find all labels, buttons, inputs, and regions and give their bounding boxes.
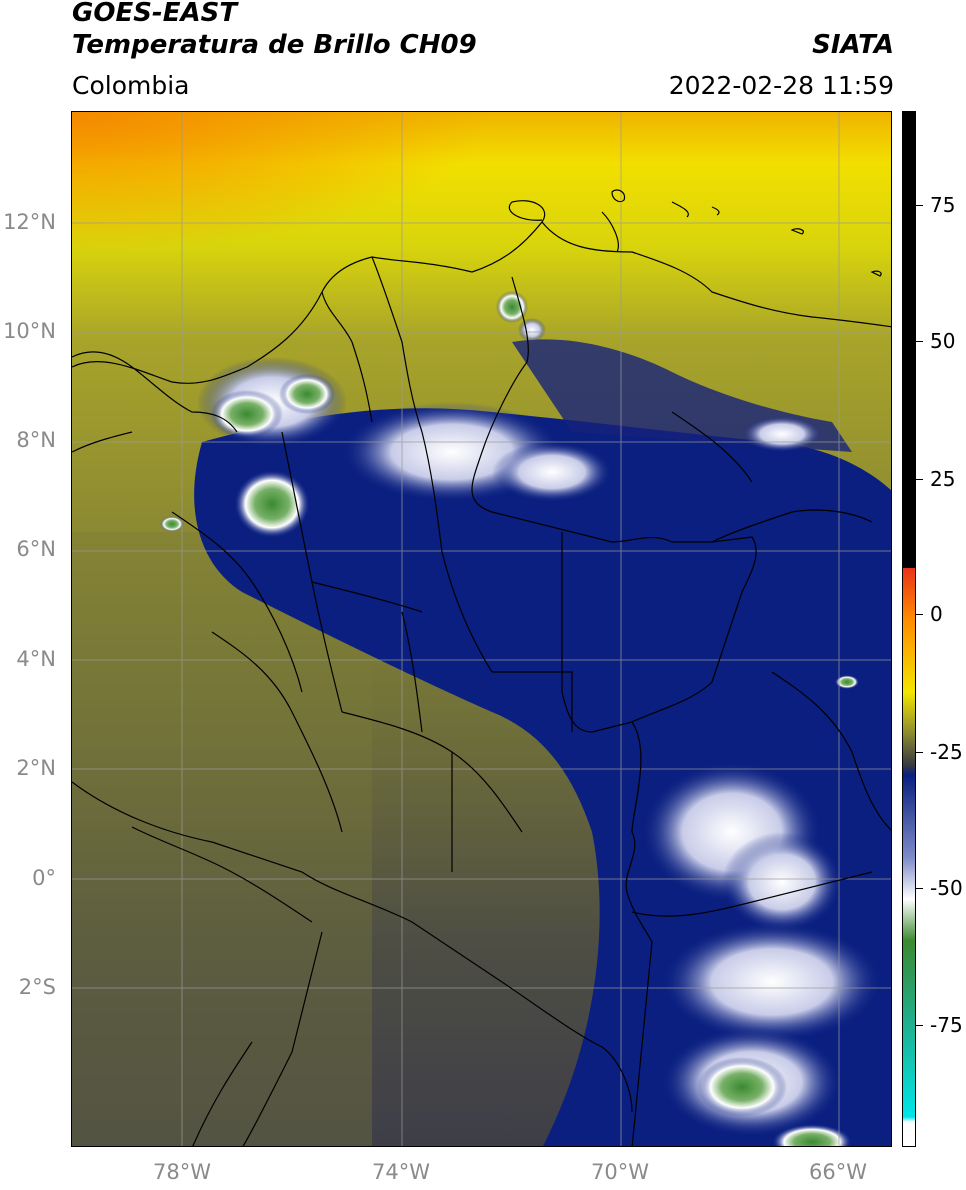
colorbar-tick-50: 50 xyxy=(930,329,956,353)
borders xyxy=(72,189,891,1146)
colorbar-gradient xyxy=(903,112,915,1146)
lon-tick-70W: 70°W xyxy=(591,1160,649,1184)
product-title: Temperatura de Brillo CH09 xyxy=(72,30,477,60)
cb-mark-neg25 xyxy=(916,752,923,753)
colorbar-tick-neg75: -75 xyxy=(930,1013,963,1037)
lon-tick-74W: 74°W xyxy=(372,1160,430,1184)
cb-mark-50 xyxy=(916,341,923,342)
lat-tick-2N: 2°N xyxy=(16,756,56,780)
lat-tick-0: 0° xyxy=(32,866,56,890)
colorbar-tick-0: 0 xyxy=(930,602,943,626)
colorbar-tick-neg25: -25 xyxy=(930,740,963,764)
lat-tick-6N: 6°N xyxy=(16,537,56,561)
region-label: Colombia xyxy=(72,71,190,100)
colorbar-tick-neg50: -50 xyxy=(930,876,963,900)
colorbar-tick-25: 25 xyxy=(930,467,956,491)
cb-mark-0 xyxy=(916,614,923,615)
graticule xyxy=(72,112,891,1146)
lat-tick-4N: 4°N xyxy=(16,647,56,671)
lat-tick-12N: 12°N xyxy=(3,210,56,234)
lat-tick-2S: 2°S xyxy=(18,975,56,999)
colorbar xyxy=(902,111,916,1147)
satellite-map[interactable] xyxy=(71,111,892,1147)
cb-mark-neg75 xyxy=(916,1025,923,1026)
map-canvas xyxy=(72,112,891,1146)
cb-mark-75 xyxy=(916,205,923,206)
lon-tick-78W: 78°W xyxy=(153,1160,211,1184)
lat-tick-8N: 8°N xyxy=(16,428,56,452)
brand-label: SIATA xyxy=(812,30,894,60)
lon-tick-66W: 66°W xyxy=(809,1160,867,1184)
colorbar-tick-75: 75 xyxy=(930,193,956,217)
cb-mark-25 xyxy=(916,479,923,480)
lat-tick-10N: 10°N xyxy=(3,319,56,343)
cb-mark-neg50 xyxy=(916,888,923,889)
satellite-title: GOES-EAST xyxy=(72,0,238,28)
datetime-label: 2022-02-28 11:59 xyxy=(668,71,894,100)
